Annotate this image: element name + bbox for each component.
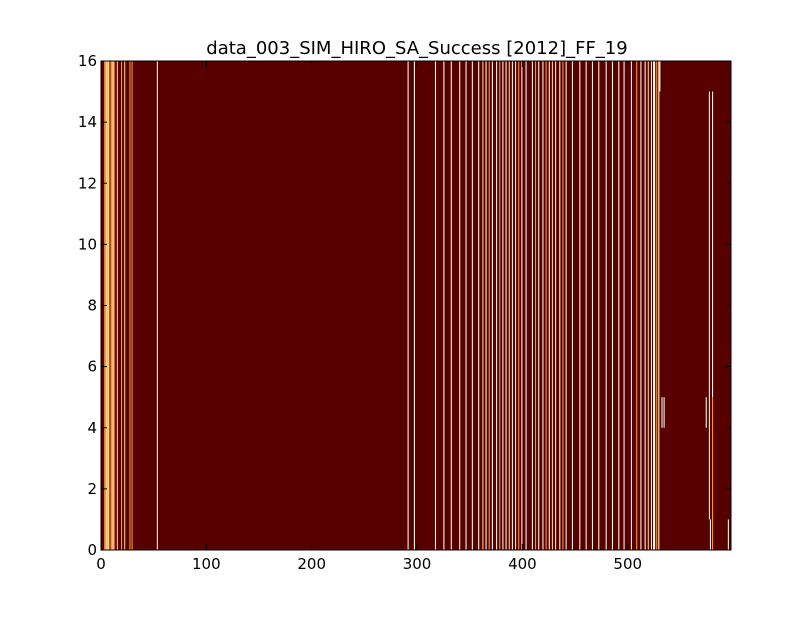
heatmap-cell (482, 61, 484, 550)
x-axis: 0 100 200 300 400 500 (96, 61, 642, 573)
heatmap-cell (116, 61, 118, 550)
heatmap-cell (551, 61, 553, 550)
y-tick-label: 10 (78, 235, 97, 253)
y-tick-label: 8 (87, 297, 97, 315)
heatmap-cell (525, 61, 527, 550)
heatmap-cell (727, 519, 729, 550)
heatmap-cell (658, 61, 660, 550)
heatmap-cell (112, 61, 114, 550)
heatmap-cell (712, 397, 714, 550)
heatmap-cell (565, 61, 567, 550)
y-tick-label: 2 (87, 480, 97, 498)
heatmap-cell (535, 61, 537, 550)
heatmap-cell (548, 61, 550, 550)
heatmap-cell (465, 61, 467, 550)
heatmap-cell (110, 61, 113, 550)
heatmap-background (101, 61, 731, 550)
plot-area (101, 61, 731, 550)
heatmap-cell (515, 61, 517, 550)
heatmap-cell (124, 61, 126, 550)
heatmap-cell (496, 61, 498, 550)
heatmap-cell (413, 61, 415, 550)
heatmap-cell (499, 61, 501, 550)
heatmap-cell (709, 519, 711, 550)
heatmap-cell (562, 61, 564, 550)
heatmap-cell (659, 61, 661, 92)
heatmap-cell (443, 61, 445, 550)
heatmap-cell (559, 61, 561, 550)
heatmap-cell (623, 61, 625, 550)
heatmap-cell (708, 91, 710, 520)
heatmap-cell (591, 61, 593, 550)
heatmap-cell (459, 61, 461, 550)
heatmap-cell (538, 61, 540, 550)
heatmap-cell (618, 61, 620, 550)
heatmap-cell (598, 61, 600, 550)
heatmap-cell (488, 61, 490, 550)
heatmap-cell (611, 61, 614, 550)
heatmap-cell (508, 61, 510, 550)
heatmap-cell (113, 61, 115, 550)
x-tick-label: 200 (297, 555, 326, 573)
heatmap-cell (712, 91, 714, 398)
heatmap-cell (156, 61, 158, 550)
y-tick-label: 14 (78, 113, 97, 131)
heatmap-cell (434, 61, 437, 550)
x-tick-label: 100 (192, 555, 221, 573)
heatmap-cell (131, 61, 133, 550)
plot-frame (100, 60, 732, 551)
y-tick-label: 0 (87, 541, 97, 559)
y-tick-label: 6 (87, 358, 97, 376)
heatmap-cell (630, 61, 632, 550)
heatmap-cell (656, 61, 658, 550)
heatmap-cell (605, 61, 607, 550)
heatmap-cell (555, 61, 557, 550)
y-tick-label: 4 (87, 419, 97, 437)
heatmap-cell (502, 61, 504, 550)
heatmap-cell (644, 61, 646, 550)
y-tick-label: 16 (78, 52, 97, 70)
heatmap-cell (663, 397, 665, 428)
heatmap-cell (531, 61, 533, 550)
heatmap-cell (647, 61, 649, 550)
x-tick-label: 500 (613, 555, 642, 573)
heatmap-cell (661, 397, 663, 428)
heatmap-cell (521, 61, 523, 550)
heatmap-cell (579, 61, 581, 550)
heatmap-cell (585, 61, 587, 550)
heatmap-cell (121, 61, 123, 550)
heatmap-cell (491, 61, 493, 550)
heatmap-cell (511, 61, 513, 550)
heatmap-cell (505, 61, 507, 550)
heatmap-cell (650, 61, 652, 550)
x-tick-label: 0 (96, 555, 106, 573)
heatmap-cell (478, 61, 480, 550)
heatmap-cell (485, 61, 487, 550)
heatmap-cell (705, 397, 707, 428)
y-tick-label: 12 (78, 174, 97, 192)
heatmap-cell (107, 61, 110, 550)
heatmap-cell (545, 61, 547, 550)
heatmap-cell (407, 61, 409, 550)
x-tick-label: 400 (508, 555, 537, 573)
heatmap-cell (450, 61, 452, 550)
heatmap-cell (636, 61, 638, 550)
heatmap-cell (653, 61, 656, 550)
heatmap-cell (471, 61, 473, 550)
heatmap-cell (542, 61, 544, 550)
heatmap-cell (518, 61, 520, 550)
chart-title: data_003_SIM_HIRO_SA_Success [2012]_FF_1… (206, 38, 627, 59)
y-axis: 0 2 4 6 8 10 12 14 16 (78, 52, 731, 559)
heatmap-cell (571, 61, 573, 550)
heatmap-cell (129, 61, 131, 550)
x-tick-label: 300 (403, 555, 432, 573)
heatmap-cell (640, 61, 642, 550)
